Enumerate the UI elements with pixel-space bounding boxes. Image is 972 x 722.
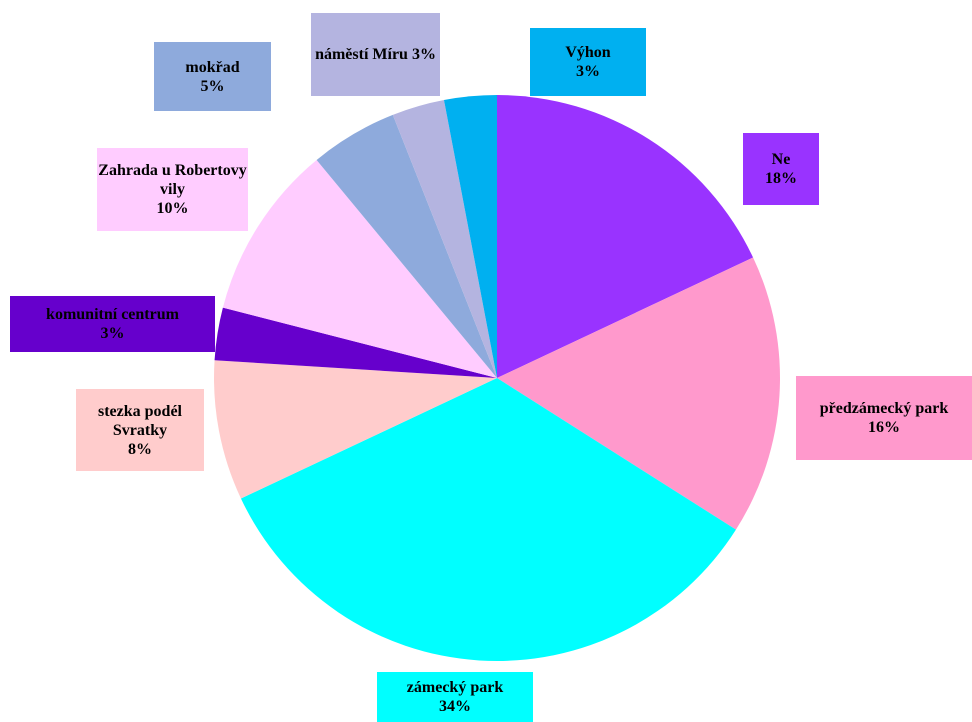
value-label: 10% (156, 200, 189, 217)
category-label: náměstí Míru (315, 46, 408, 63)
value-label: 3% (575, 63, 600, 80)
data-label: komunitní centrum 3% (10, 296, 215, 352)
slice (497, 95, 754, 378)
data-label: Výhon 3% (530, 28, 646, 96)
value-label: 34% (439, 698, 471, 715)
data-label: mokřad 5% (154, 42, 271, 111)
slice (214, 360, 497, 499)
category-label: Ne (771, 151, 791, 168)
category-label: mokřad (185, 58, 240, 76)
value-label: 3% (100, 325, 125, 342)
value-label: 8% (128, 440, 152, 458)
value-label: 18% (765, 170, 797, 187)
slice (214, 307, 497, 378)
data-label: předzámecký park 16% (796, 376, 972, 460)
category-label: zámecký park (406, 679, 504, 696)
data-label: Ne 18% (743, 133, 819, 205)
value-label: 5% (200, 77, 225, 95)
data-label: zámecký park 34% (377, 672, 533, 722)
category-label: komunitní centrum (46, 306, 179, 323)
value-label: 3% (411, 46, 436, 63)
slice (497, 257, 780, 530)
slice (316, 114, 497, 378)
slice (392, 100, 497, 379)
data-label: stezka podél Svratky 8% (76, 389, 204, 471)
slice (240, 378, 736, 661)
value-label: 16% (868, 419, 900, 436)
category-label: předzámecký park (819, 400, 949, 417)
data-label: náměstí Míru 3% (311, 13, 440, 96)
category-label: stezka podél Svratky (98, 402, 182, 439)
category-label: Výhon (565, 44, 611, 61)
slice (222, 159, 497, 378)
category-label: Zahrada u Robertovy vily (98, 162, 247, 198)
data-label: Zahrada u Robertovy vily 10% (97, 148, 248, 231)
slice (443, 95, 497, 378)
